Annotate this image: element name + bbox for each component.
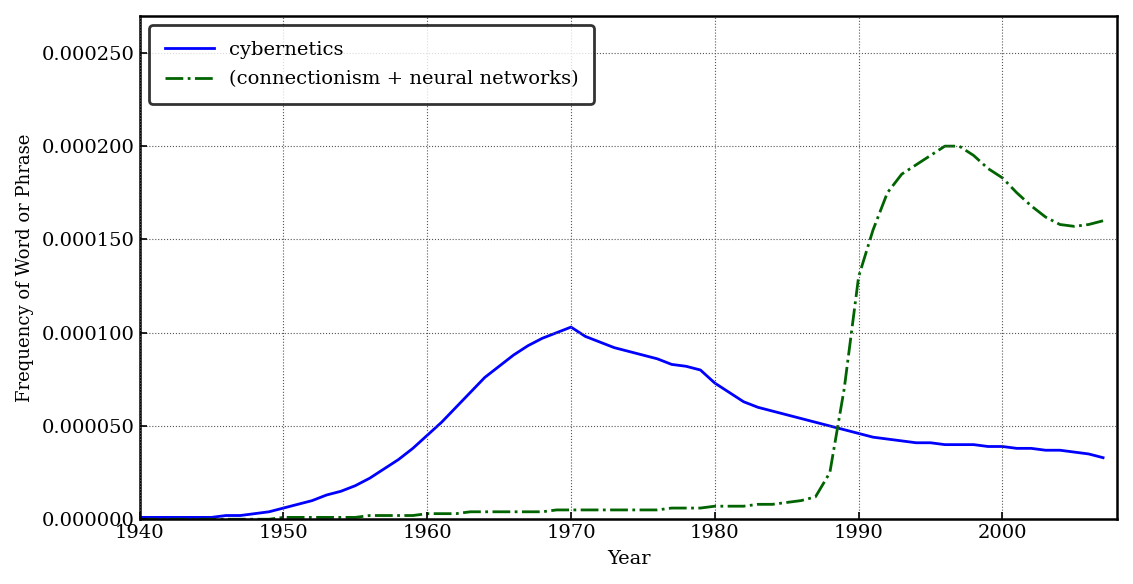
(connectionism + neural networks) <box>693 505 707 512</box>
cybernetics <box>1097 454 1110 461</box>
(connectionism + neural networks) <box>1097 217 1110 224</box>
(connectionism + neural networks) <box>349 514 363 521</box>
cybernetics <box>708 380 722 387</box>
X-axis label: Year: Year <box>607 551 650 568</box>
Y-axis label: Frequency of Word or Phrase: Frequency of Word or Phrase <box>16 133 34 402</box>
cybernetics <box>1010 445 1023 452</box>
cybernetics <box>564 324 578 331</box>
cybernetics <box>349 482 363 489</box>
Line: cybernetics: cybernetics <box>139 327 1104 517</box>
(connectionism + neural networks) <box>133 516 146 523</box>
(connectionism + neural networks) <box>536 508 550 515</box>
Legend: cybernetics, (connectionism + neural networks): cybernetics, (connectionism + neural net… <box>150 25 594 104</box>
(connectionism + neural networks) <box>1010 189 1023 196</box>
(connectionism + neural networks) <box>938 142 952 150</box>
(connectionism + neural networks) <box>363 512 376 519</box>
cybernetics <box>363 475 376 482</box>
(connectionism + neural networks) <box>680 505 693 512</box>
cybernetics <box>536 335 550 342</box>
cybernetics <box>693 367 707 374</box>
cybernetics <box>133 514 146 521</box>
Line: (connectionism + neural networks): (connectionism + neural networks) <box>139 146 1104 519</box>
